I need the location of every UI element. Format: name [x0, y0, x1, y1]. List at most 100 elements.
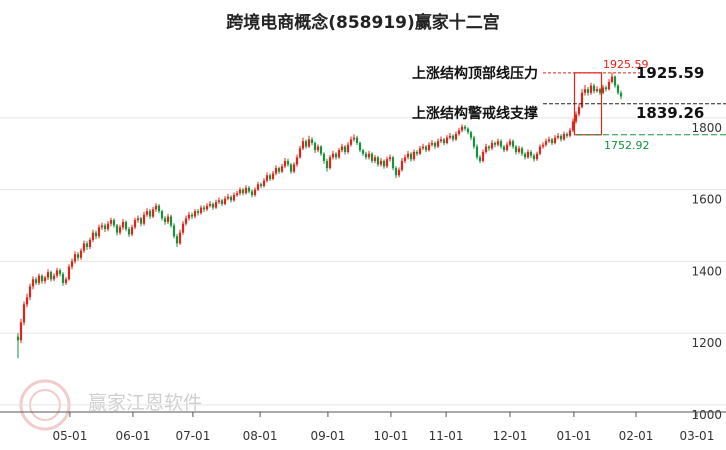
candle-body [391, 157, 395, 169]
candle-body [202, 207, 206, 210]
candle-body [79, 250, 83, 258]
candle-body [451, 135, 455, 140]
candle-body [310, 139, 314, 143]
candle-body [259, 184, 263, 187]
candle-body [28, 286, 32, 298]
candle-body [31, 279, 35, 287]
candle-body [373, 157, 377, 161]
candle-body [25, 297, 29, 305]
candle-body [91, 232, 95, 240]
candle-body [283, 160, 287, 167]
level-value-small: 1752.92 [604, 139, 650, 152]
candle-body [547, 139, 551, 142]
candle-body [220, 200, 224, 204]
candle-body [364, 153, 368, 158]
candle-body [232, 194, 236, 201]
x-tick-label: 10-01 [373, 429, 408, 443]
candle-body [106, 223, 110, 230]
candle-body [265, 175, 269, 181]
candle-body [22, 304, 26, 323]
candle-body [580, 92, 584, 108]
candle-body [127, 229, 131, 235]
candle-body [352, 137, 356, 140]
candle-body [295, 157, 299, 165]
candle-body [184, 218, 188, 224]
candle-body [271, 173, 275, 179]
candle-body [103, 225, 107, 230]
candle-body [262, 180, 266, 187]
candle-body [358, 142, 362, 151]
candle-body [208, 203, 212, 206]
candle-body [418, 148, 422, 154]
candle-body [472, 137, 476, 147]
candle-body [334, 153, 338, 158]
candle-body [556, 135, 560, 138]
candle-body [241, 189, 245, 194]
candle-body [175, 236, 179, 244]
candle-body [346, 144, 350, 152]
candle-body [70, 261, 74, 267]
candle-body [292, 164, 296, 172]
candle-body [361, 150, 365, 154]
candle-body [445, 137, 449, 143]
candle-body [379, 160, 383, 165]
candle-body [607, 82, 611, 90]
candle-body [574, 114, 578, 122]
candle-body [304, 141, 308, 147]
candle-body [130, 227, 134, 235]
candle-body [538, 146, 542, 154]
candle-body [469, 132, 473, 138]
candle-body [508, 141, 512, 145]
candle-body [154, 205, 158, 210]
candle-body [340, 146, 344, 151]
candle-body [421, 146, 425, 149]
candle-body [448, 135, 452, 138]
candle-body [178, 232, 182, 244]
candle-body [523, 153, 527, 158]
candle-body [256, 184, 260, 190]
candle-body [433, 142, 437, 147]
candle-body [376, 157, 380, 165]
candle-body [49, 272, 53, 280]
candle-body [112, 220, 116, 226]
y-tick-label: 1400 [691, 264, 722, 278]
candle-body [589, 85, 593, 93]
candle-body [385, 159, 389, 167]
candle-body [382, 160, 386, 167]
candle-body [535, 153, 539, 160]
candle-body [40, 275, 44, 282]
candle-body [520, 148, 524, 154]
candle-body [397, 169, 401, 176]
y-tick-label: 1800 [691, 121, 722, 135]
candle-body [499, 141, 503, 147]
candle-body [118, 227, 122, 233]
candle-body [457, 130, 461, 135]
candle-body [517, 148, 521, 152]
candle-body [403, 157, 407, 161]
candle-body [199, 207, 203, 213]
candle-body [142, 214, 146, 224]
candle-body [226, 196, 230, 199]
candle-body [238, 189, 242, 194]
level-value-small: 1925.59 [603, 58, 649, 71]
candle-body [583, 89, 587, 93]
candle-body [316, 146, 320, 151]
candle-body [568, 130, 572, 136]
candle-body [97, 227, 101, 237]
candle-body [529, 151, 533, 156]
x-tick-label: 11-01 [429, 429, 464, 443]
candle-body [289, 164, 293, 172]
x-tick-label: 12-01 [493, 429, 528, 443]
candle-body [526, 151, 530, 158]
candle-body [484, 146, 488, 152]
candle-body [43, 277, 47, 282]
candle-body [250, 191, 254, 195]
candle-body [412, 151, 416, 160]
candle-body [109, 220, 113, 224]
candle-body [571, 121, 575, 131]
level-name: 上涨结构顶部线压力 [412, 65, 538, 82]
candle-body [394, 168, 398, 176]
candle-body [565, 134, 569, 136]
candle-body [490, 142, 494, 149]
y-tick-label: 1200 [691, 336, 722, 350]
